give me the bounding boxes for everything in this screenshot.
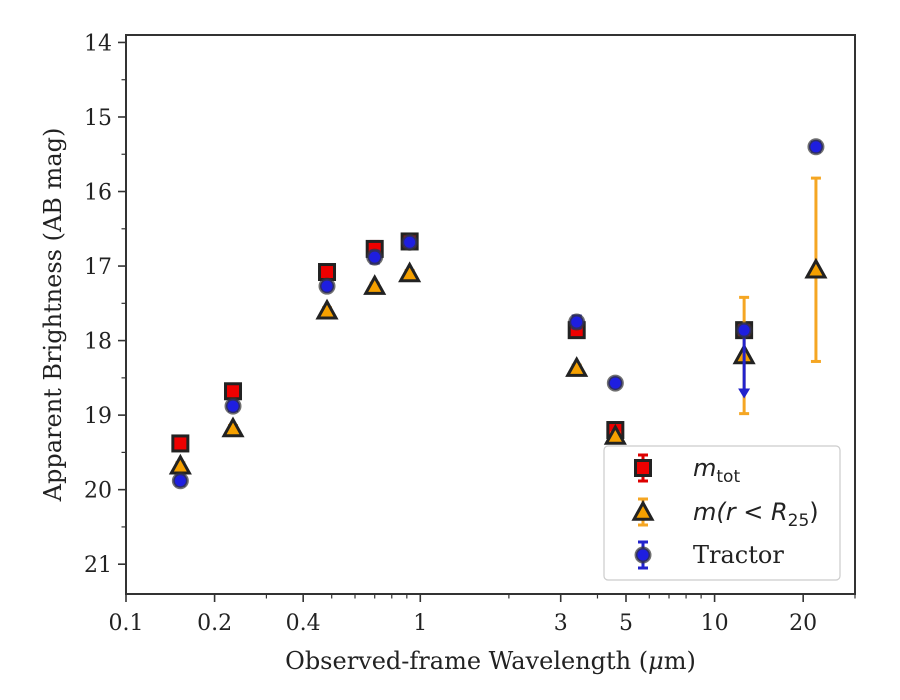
marker-square xyxy=(318,263,337,282)
legend-symbol-triangle xyxy=(631,497,655,527)
legend-marker-triangle xyxy=(631,499,655,521)
point-tractor xyxy=(366,248,384,266)
y-tick-label: 14 xyxy=(84,31,112,56)
x-tick-label: 0.1 xyxy=(109,611,144,636)
series-mr25 xyxy=(168,176,828,475)
x-tick-label: 0.4 xyxy=(286,611,321,636)
point-mtot xyxy=(318,263,337,282)
marker-circle xyxy=(807,138,825,156)
y-tick-label: 16 xyxy=(84,181,112,206)
marker-circle xyxy=(224,397,242,415)
legend-marker-square xyxy=(634,459,652,477)
y-tick-label: 19 xyxy=(84,404,112,429)
y-tick-label: 18 xyxy=(84,330,112,355)
marker-square xyxy=(171,434,190,453)
marker-circle xyxy=(735,321,753,339)
series-tractor xyxy=(171,138,825,490)
x-axis-ticks: 0.1 0.2 0.4 1 3 5 10 20 xyxy=(109,594,856,636)
x-tick-label: 1 xyxy=(413,611,427,636)
marker-circle xyxy=(568,313,586,331)
y-axis-ticks: 14 15 16 17 18 19 20 21 xyxy=(84,31,126,578)
point-mr25 xyxy=(603,423,627,445)
marker-triangle xyxy=(398,261,422,283)
point-tractor xyxy=(224,397,242,415)
marker-circle xyxy=(171,472,189,490)
x-tick-label: 5 xyxy=(619,611,633,636)
point-mr25 xyxy=(168,453,192,475)
marker-circle xyxy=(401,233,419,251)
x-tick-label: 10 xyxy=(701,611,729,636)
marker-circle xyxy=(318,277,336,295)
marker-square xyxy=(224,382,243,401)
point-mr25 xyxy=(398,261,422,283)
x-axis-label: Observed-frame Wavelength (μm) xyxy=(285,647,696,675)
point-tractor xyxy=(735,321,753,399)
marker-triangle xyxy=(565,356,589,377)
point-mr25 xyxy=(363,274,387,295)
upper-limit-arrow xyxy=(738,388,751,399)
legend: mtot m(r < R25) Tractor xyxy=(603,445,841,581)
point-tractor xyxy=(807,138,825,156)
point-mtot xyxy=(224,382,243,401)
y-tick-label: 20 xyxy=(84,479,112,504)
marker-triangle xyxy=(315,298,339,320)
point-tractor xyxy=(171,472,189,490)
x-tick-label: 0.2 xyxy=(197,611,232,636)
point-mr25 xyxy=(804,176,828,363)
point-tractor xyxy=(568,313,586,331)
legend-entry-tractor: Tractor xyxy=(634,540,784,570)
y-tick-label: 21 xyxy=(84,553,112,578)
y-tick-label: 15 xyxy=(84,106,112,131)
marker-triangle xyxy=(168,453,192,475)
point-mr25 xyxy=(565,356,589,377)
legend-box xyxy=(603,445,841,581)
y-axis-label: Apparent Brightness (AB mag) xyxy=(39,128,67,503)
marker-circle xyxy=(366,248,384,266)
series-mtot xyxy=(171,232,754,453)
legend-entry-mr25: m(r < R25) xyxy=(631,497,819,531)
legend-symbol-circle xyxy=(634,540,652,570)
legend-marker-circle xyxy=(634,546,652,564)
legend-label-mr25: m(r < R25) xyxy=(693,498,819,531)
point-tractor xyxy=(606,374,624,392)
marker-triangle xyxy=(804,257,828,279)
x-tick-label: 20 xyxy=(789,611,817,636)
point-mtot xyxy=(171,434,190,453)
legend-entry-mtot: mtot xyxy=(634,453,740,487)
plot-frame xyxy=(125,34,856,595)
point-mr25 xyxy=(315,298,339,320)
legend-symbol-square xyxy=(634,453,652,483)
legend-label-tractor: Tractor xyxy=(693,541,784,569)
marker-circle xyxy=(606,374,624,392)
marker-triangle xyxy=(603,423,627,445)
x-tick-label: 3 xyxy=(554,611,568,636)
data-marks xyxy=(168,138,828,490)
legend-label-mtot: mtot xyxy=(693,454,740,487)
marker-triangle xyxy=(363,274,387,295)
marker-triangle xyxy=(221,416,245,438)
point-tractor xyxy=(401,233,419,251)
point-tractor xyxy=(318,277,336,295)
point-mr25 xyxy=(221,416,245,438)
y-tick-label: 17 xyxy=(84,255,112,280)
